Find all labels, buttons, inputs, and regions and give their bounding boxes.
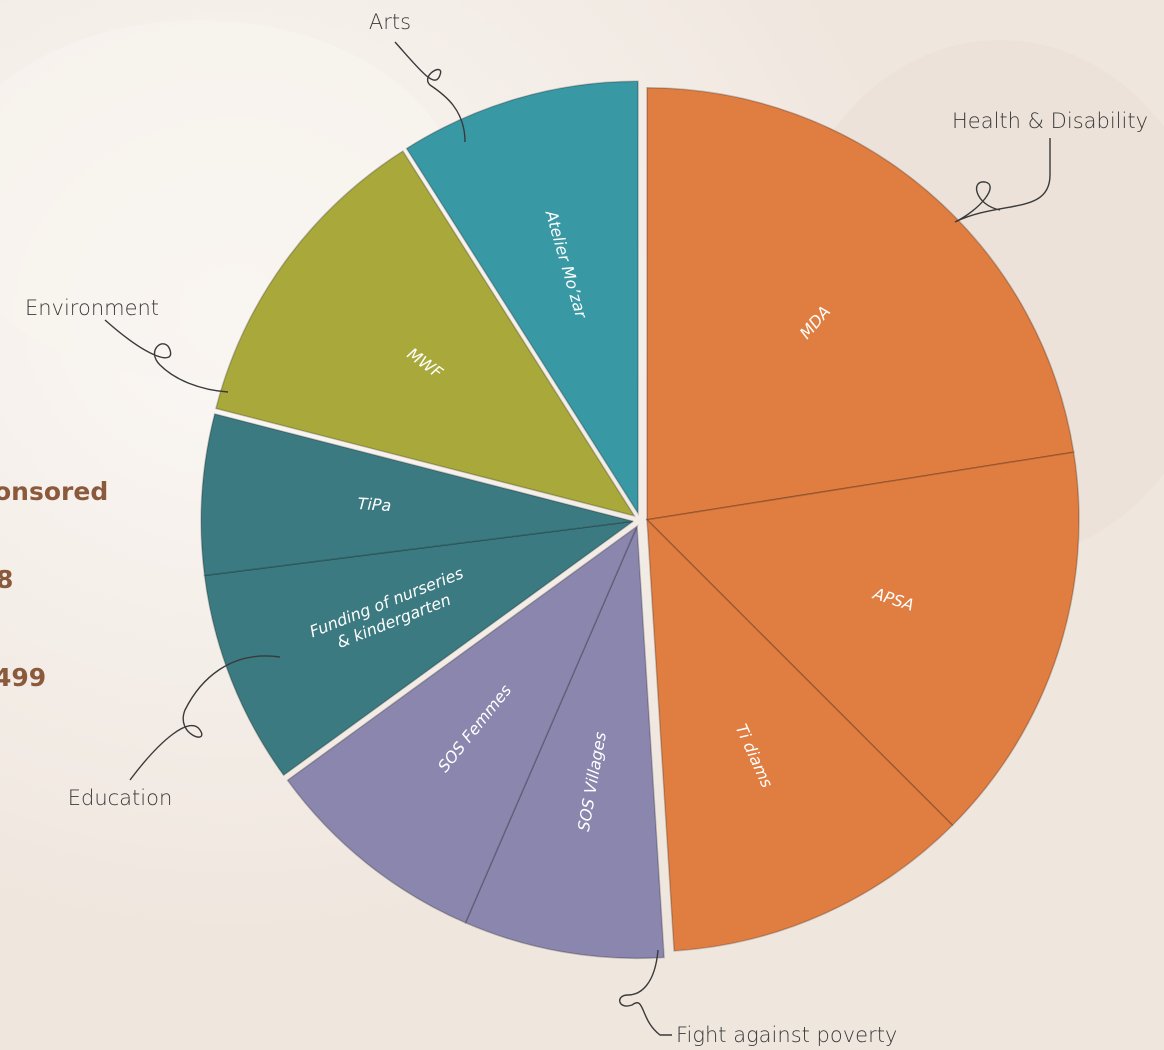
slice <box>405 80 639 516</box>
slice <box>200 412 634 577</box>
side-heading: onsored <box>0 477 108 506</box>
slice <box>464 526 665 960</box>
connector <box>619 949 672 1036</box>
slice-group: Atelier Mo’zar <box>405 80 639 516</box>
connector <box>954 138 1051 223</box>
slice <box>646 517 954 952</box>
group-label: Environment <box>25 296 159 320</box>
group-label: Health & Disability <box>952 109 1148 133</box>
slice-group: MWF <box>214 150 636 518</box>
connector <box>104 319 229 393</box>
connector <box>129 655 281 781</box>
side-figure: 499 <box>0 663 46 692</box>
slice <box>645 451 1080 827</box>
group-label: Arts <box>369 10 411 34</box>
group-label: Fight against poverty <box>676 1023 897 1047</box>
side-figure: 8 <box>0 565 13 594</box>
slice <box>203 520 634 777</box>
slice <box>646 87 1075 521</box>
slice-label: TiPa <box>357 494 392 515</box>
group-label: Education <box>68 786 173 810</box>
slice <box>286 524 639 924</box>
connector <box>394 41 466 143</box>
slice <box>214 150 636 518</box>
